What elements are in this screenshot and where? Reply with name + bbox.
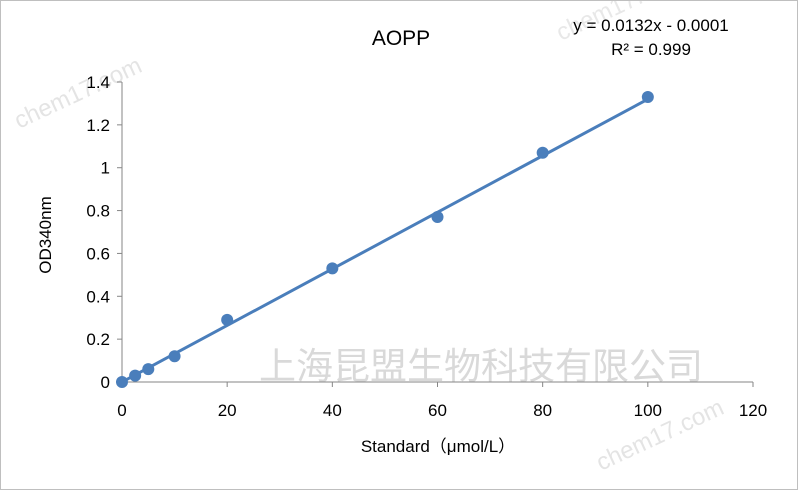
x-axis-ticks: 0 20 40 60 80 100 120 (117, 382, 767, 420)
watermark-site-left: chem17.com (10, 52, 146, 135)
x-axis-title: Standard（μmol/L） (361, 437, 515, 456)
x-tick-label: 100 (634, 401, 662, 420)
y-tick-label: 0.8 (86, 202, 110, 221)
y-axis-ticks: 0 0.2 0.4 0.6 0.8 1 1.2 1.4 (86, 73, 122, 392)
data-point (129, 369, 142, 382)
y-tick-label: 0.2 (86, 330, 110, 349)
trendline-r-squared: R² = 0.999 (611, 40, 691, 59)
y-tick-label: 1.4 (86, 73, 110, 92)
data-point (168, 350, 181, 363)
data-point (641, 91, 654, 103)
x-tick-label: 60 (428, 401, 447, 420)
trendline (120, 97, 650, 384)
data-point (116, 376, 128, 388)
y-axis-title: OD340nm (36, 196, 55, 273)
trendline-layer (120, 97, 650, 384)
y-tick-label: 0.6 (86, 244, 110, 263)
x-tick-label: 120 (739, 401, 767, 420)
y-tick-label: 1 (101, 159, 110, 178)
x-tick-label: 80 (533, 401, 552, 420)
y-tick-label: 1.2 (86, 116, 110, 135)
trendline-equation: y = 0.0132x - 0.0001 (573, 16, 728, 35)
x-tick-label: 40 (323, 401, 342, 420)
data-points (116, 91, 654, 388)
x-tick-label: 20 (218, 401, 237, 420)
y-tick-label: 0 (101, 373, 110, 392)
data-point (536, 146, 549, 159)
watermark-company: 上海昆盟生物科技有限公司 (259, 345, 703, 388)
data-point (142, 363, 155, 376)
y-tick-label: 0.4 (86, 287, 110, 306)
data-point (431, 211, 444, 223)
x-tick-label: 0 (117, 401, 126, 420)
chart-title: AOPP (372, 27, 430, 50)
data-point (326, 262, 339, 275)
data-point (221, 313, 234, 326)
